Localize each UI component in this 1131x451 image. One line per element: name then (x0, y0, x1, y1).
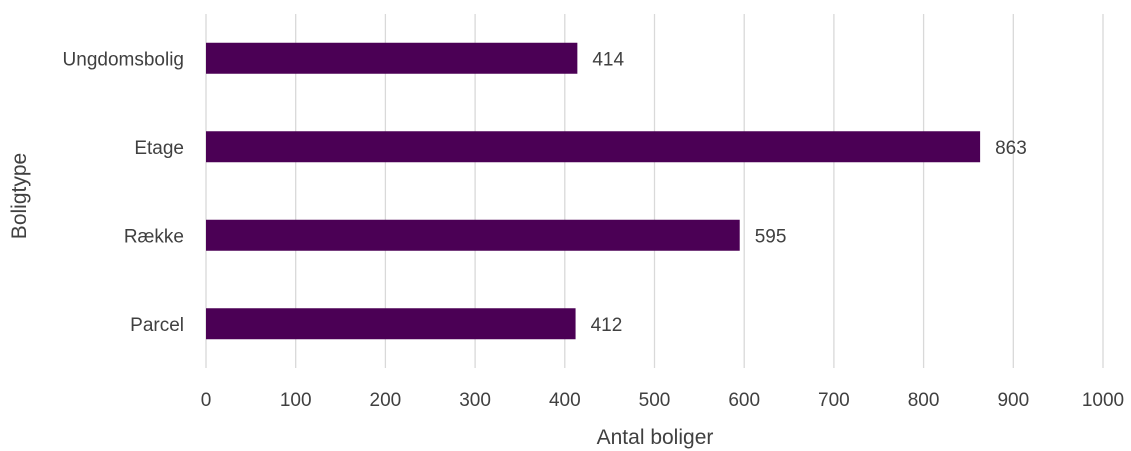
bar-value-label: 863 (995, 138, 1027, 159)
bar (206, 131, 981, 163)
x-tick-label: 200 (370, 390, 402, 411)
x-tick-label: 900 (997, 390, 1029, 411)
bars (206, 42, 981, 340)
x-tick-label: 400 (549, 390, 581, 411)
x-tick-label: 1000 (1082, 390, 1124, 411)
x-tick-label: 300 (459, 390, 491, 411)
bar (206, 219, 740, 251)
bar (206, 308, 576, 340)
data-labels: 414 863 595 412 (591, 49, 1027, 336)
category-label: Ungdomsbolig (63, 49, 184, 70)
bar (206, 42, 578, 74)
x-tick-label: 700 (818, 390, 850, 411)
y-axis-title: Boligtype (8, 153, 31, 239)
category-label: Etage (134, 138, 184, 159)
x-tick-label: 0 (201, 390, 212, 411)
bar-value-label: 412 (591, 315, 623, 336)
category-labels: Ungdomsbolig Etage Række Parcel (63, 49, 184, 336)
x-axis-title: Antal boliger (597, 426, 714, 449)
category-label: Parcel (130, 315, 184, 336)
bar-value-label: 414 (592, 49, 624, 70)
category-label: Række (124, 226, 184, 247)
bar-value-label: 595 (755, 226, 787, 247)
x-tick-label: 800 (908, 390, 940, 411)
x-tick-label: 100 (280, 390, 312, 411)
x-tick-label: 500 (639, 390, 671, 411)
x-tick-label: 600 (728, 390, 760, 411)
x-tick-labels: 0 100 200 300 400 500 600 700 800 900 1000 (201, 390, 1124, 411)
